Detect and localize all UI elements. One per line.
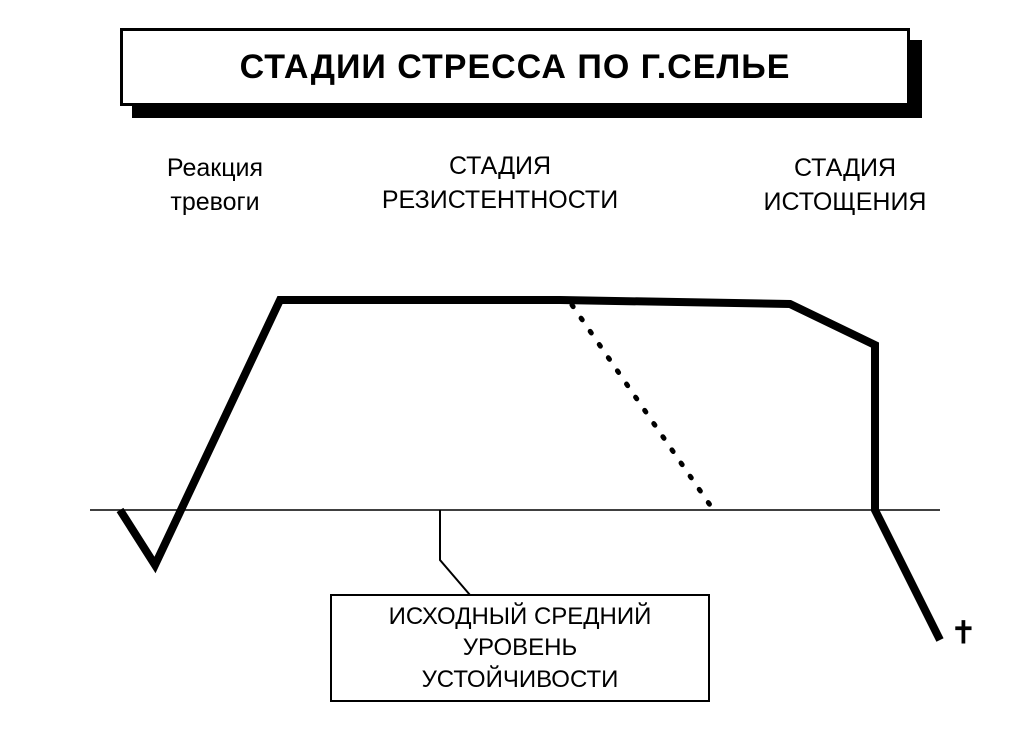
baseline-caption-text: ИСХОДНЫЙ СРЕДНИЙ УРОВЕНЬ УСТОЙЧИВОСТИ: [389, 601, 652, 695]
recovery-dotted: [572, 305, 710, 505]
stress-curve: [120, 300, 940, 640]
death-cross-icon: ✝: [950, 614, 977, 650]
diagram-root: { "canvas": { "width": 1024, "height": 7…: [0, 0, 1024, 731]
caption-leader: [440, 510, 470, 595]
baseline-caption-box: ИСХОДНЫЙ СРЕДНИЙ УРОВЕНЬ УСТОЙЧИВОСТИ: [330, 594, 710, 702]
